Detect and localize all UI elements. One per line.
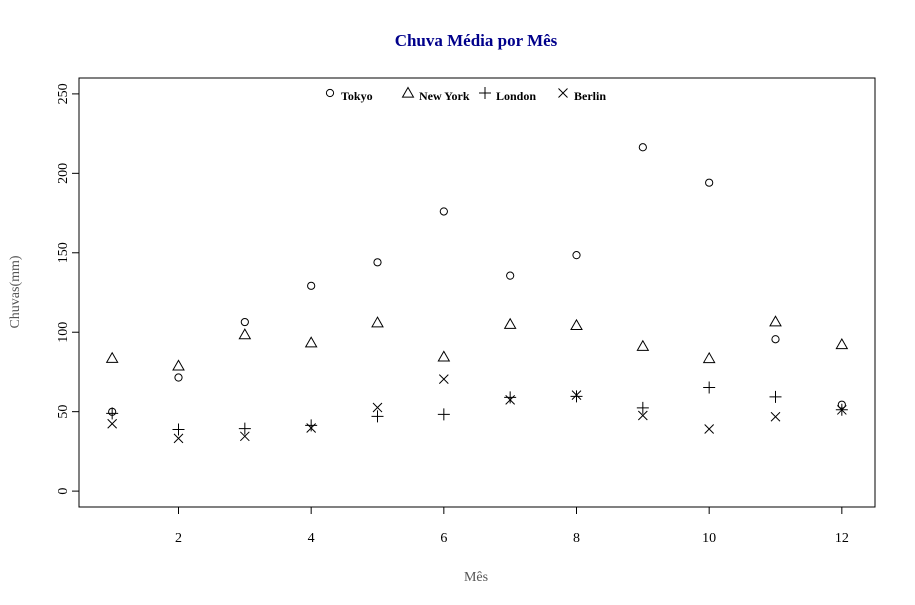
point-tokyo <box>506 271 515 280</box>
legend: Tokyo New York London Berlin <box>325 86 606 103</box>
y-tick-label: 0 <box>56 488 71 495</box>
point-new-york <box>769 315 782 327</box>
point-tokyo <box>572 251 581 260</box>
point-berlin <box>107 418 118 429</box>
point-new-york <box>105 351 119 363</box>
x-axis-label: Mês <box>464 570 488 585</box>
y-tick-label: 150 <box>56 242 71 263</box>
point-tokyo <box>373 258 382 267</box>
point-tokyo <box>240 317 249 327</box>
legend-marker-berlin <box>558 88 568 98</box>
point-tokyo <box>439 207 448 216</box>
point-london <box>371 410 384 423</box>
point-new-york <box>702 351 716 364</box>
legend-label-new-york: New York <box>419 89 470 103</box>
point-tokyo <box>638 143 647 152</box>
point-berlin <box>438 374 449 384</box>
point-berlin <box>704 424 715 434</box>
point-london <box>504 391 517 404</box>
point-london <box>437 408 450 421</box>
point-berlin <box>239 431 250 442</box>
y-tick-label: 250 <box>56 83 71 104</box>
legend-label-berlin: Berlin <box>574 89 606 103</box>
y-axis-label: Chuvas(mm) <box>8 255 23 328</box>
point-berlin <box>637 410 648 421</box>
point-london <box>172 423 185 436</box>
point-london <box>305 419 318 432</box>
point-london <box>570 390 583 403</box>
point-london <box>636 401 649 414</box>
legend-label-tokyo: Tokyo <box>341 89 373 103</box>
x-tick-label: 10 <box>702 531 716 546</box>
point-london <box>703 381 716 394</box>
y-tick-label: 50 <box>56 405 71 419</box>
point-new-york <box>437 350 451 362</box>
data-points <box>105 143 849 444</box>
point-new-york <box>503 317 517 329</box>
point-new-york <box>304 336 318 348</box>
point-tokyo <box>771 335 780 344</box>
x-tick-label: 4 <box>308 531 315 546</box>
point-berlin <box>770 411 781 422</box>
point-berlin <box>836 405 847 415</box>
x-tick-label: 2 <box>175 531 182 546</box>
point-berlin <box>173 433 184 444</box>
x-tick-label: 8 <box>573 531 580 546</box>
point-berlin <box>505 395 516 405</box>
legend-marker-tokyo <box>325 88 335 98</box>
point-new-york <box>835 337 849 350</box>
point-new-york <box>371 316 384 328</box>
y-axis: 0 50 100 150 200 250 <box>56 83 79 495</box>
x-tick-label: 12 <box>835 531 849 546</box>
point-london <box>238 422 251 435</box>
plot-frame <box>78 77 876 508</box>
point-new-york <box>172 359 185 371</box>
y-tick-label: 200 <box>56 163 71 184</box>
x-tick-label: 6 <box>440 531 447 546</box>
point-berlin <box>571 390 582 400</box>
point-london <box>769 390 782 403</box>
point-tokyo <box>307 281 316 290</box>
chart-title: Chuva Média por Mês <box>395 31 558 50</box>
point-new-york <box>570 318 583 331</box>
legend-marker-london <box>479 87 491 99</box>
legend-marker-new-york <box>401 86 415 98</box>
point-tokyo <box>174 373 183 382</box>
point-london <box>106 407 119 420</box>
y-tick-label: 100 <box>56 322 71 343</box>
x-axis: 2 4 6 8 10 12 <box>175 507 849 546</box>
point-new-york <box>238 328 252 340</box>
point-new-york <box>636 339 650 351</box>
legend-label-london: London <box>496 89 536 103</box>
point-berlin <box>372 402 383 413</box>
point-berlin <box>306 423 317 433</box>
point-tokyo <box>705 178 714 187</box>
